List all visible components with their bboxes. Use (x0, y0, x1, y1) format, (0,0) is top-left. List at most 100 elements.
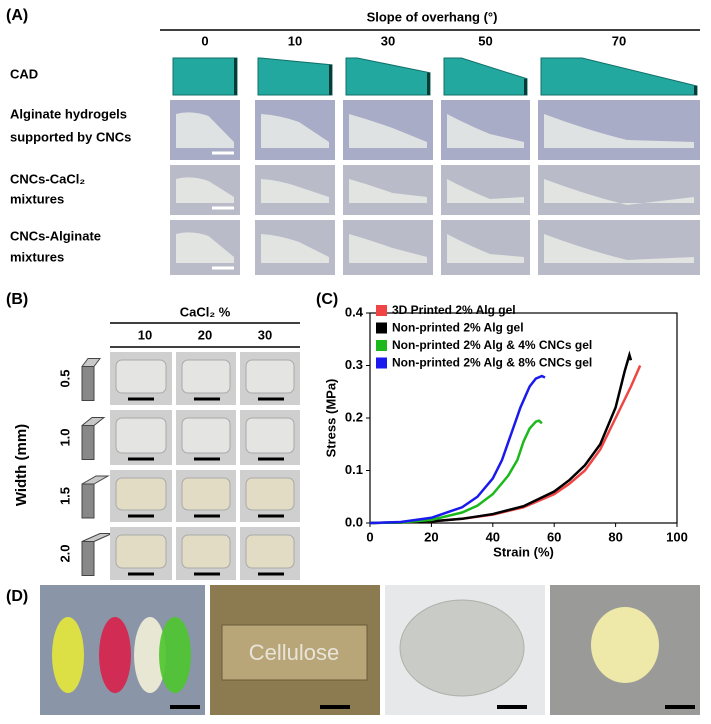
sample (245, 534, 295, 569)
gel-ball (591, 607, 659, 683)
legend-swatch (376, 357, 387, 369)
x-tick-label: 0 (366, 529, 373, 544)
sample (349, 234, 427, 263)
row-label: 1.5 (57, 487, 72, 505)
gummy-bear (159, 617, 191, 693)
sample (115, 477, 167, 511)
legend-swatch (376, 305, 387, 316)
legend-label: Non-printed 2% Alg & 4% CNCs gel (392, 338, 592, 352)
sample (544, 179, 694, 205)
legend-label: Non-printed 2% Alg & 8% CNCs gel (392, 356, 592, 370)
sample (115, 359, 167, 394)
sample (261, 179, 329, 203)
row-label: CNCs-CaCl₂ (10, 171, 85, 186)
y-tick-label: 0.4 (345, 304, 364, 319)
panel-label: (C) (316, 291, 338, 308)
column-label: 0 (201, 33, 208, 48)
sample (349, 114, 427, 148)
row-label: 2.0 (57, 544, 72, 562)
row-label: supported by CNCs (10, 129, 131, 144)
box-face (81, 541, 95, 576)
legend-swatch (376, 340, 387, 351)
box-face (81, 483, 95, 519)
row-label: 1.0 (57, 428, 72, 446)
x-tick-label: 60 (547, 529, 561, 544)
panel-label: (B) (6, 291, 28, 308)
cad-model (172, 57, 238, 96)
cad-model (443, 57, 528, 96)
sample (245, 477, 295, 511)
y-tick-label: 0.2 (345, 409, 363, 424)
cad-model (540, 57, 698, 96)
column-label: 20 (198, 327, 212, 342)
cad-edge (694, 86, 697, 95)
row-label: mixtures (10, 249, 64, 264)
series-line (369, 419, 543, 525)
sample (181, 359, 231, 394)
cad-edge (329, 64, 332, 95)
legend-label: 3D Printed 2% Alg gel (392, 303, 516, 317)
box-face (81, 366, 95, 401)
box-face (81, 425, 95, 460)
sample (349, 179, 427, 203)
sample (181, 477, 231, 511)
sample (245, 417, 295, 454)
cad-edge (524, 78, 527, 95)
sample (261, 234, 329, 263)
sample (176, 232, 234, 263)
sample (245, 359, 295, 394)
cad-model (345, 57, 431, 96)
legend-label: Non-printed 2% Alg gel (392, 321, 524, 335)
side-label: Width (mm) (13, 424, 30, 506)
column-label: 10 (288, 33, 302, 48)
x-tick-label: 20 (424, 529, 438, 544)
column-label: 10 (138, 327, 152, 342)
x-tick-label: 80 (608, 529, 622, 544)
gel-strip (221, 624, 368, 681)
gummy-bear (134, 617, 166, 693)
column-header: CaCl₂ % (180, 304, 231, 319)
sample (447, 234, 524, 263)
row-label: mixtures (10, 191, 64, 206)
column-label: 50 (478, 33, 492, 48)
column-label: 30 (258, 327, 272, 342)
row-label: CAD (10, 66, 38, 81)
y-tick-label: 0.1 (345, 462, 363, 477)
row-label: Alginate hydrogels (10, 106, 127, 121)
gummy-bear (52, 617, 84, 693)
x-tick-label: 40 (486, 529, 500, 544)
row-label: CNCs-Alginate (10, 228, 101, 243)
sample (447, 179, 524, 203)
gel-piece (399, 599, 525, 697)
sample (181, 417, 231, 454)
row-label: 0.5 (57, 369, 72, 387)
column-header: Slope of overhang (°) (367, 9, 498, 24)
x-tick-label: 100 (666, 529, 688, 544)
y-tick-label: 0.0 (345, 514, 363, 529)
sample (115, 417, 167, 454)
cad-edge (427, 72, 430, 95)
sample (176, 112, 234, 148)
sample (544, 234, 694, 263)
panel-label: (A) (6, 7, 28, 24)
y-axis-label: Stress (MPa) (323, 379, 338, 458)
sample (544, 114, 694, 148)
legend-swatch (376, 322, 387, 334)
cad-edge (234, 58, 237, 95)
column-label: 70 (612, 33, 626, 48)
sample (115, 534, 167, 569)
column-label: 30 (381, 33, 395, 48)
y-tick-label: 0.3 (345, 357, 363, 372)
sample (261, 114, 329, 148)
sample (181, 534, 231, 569)
cad-model (257, 57, 333, 96)
panel-label: (D) (6, 588, 28, 605)
gummy-bear (99, 617, 131, 693)
x-axis-label: Strain (%) (493, 544, 554, 559)
series-line (369, 374, 546, 525)
sample (176, 177, 234, 203)
sample (447, 114, 524, 148)
photo-text: Cellulose (249, 640, 340, 665)
series-line (369, 350, 633, 525)
